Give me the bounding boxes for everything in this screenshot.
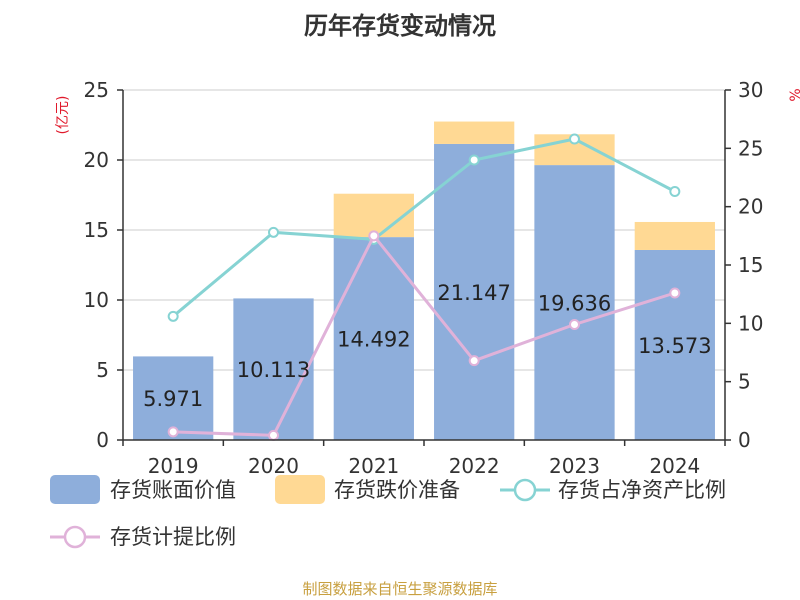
right-axis-tick-label: 30 bbox=[738, 78, 763, 102]
legend-swatch-reserve bbox=[275, 475, 325, 504]
right-axis-tick-label: 25 bbox=[738, 136, 763, 160]
left-axis-tick-label: 10 bbox=[84, 288, 109, 312]
line-net-asset-ratio bbox=[172, 137, 676, 318]
legend-marker-provision-ratio bbox=[63, 525, 87, 549]
bar-value-label: 19.636 bbox=[538, 292, 611, 316]
legend-label-net-asset-ratio: 存货占净资产比例 bbox=[558, 478, 726, 502]
bar-value-label: 13.573 bbox=[638, 334, 711, 358]
bar-book-value bbox=[534, 165, 615, 440]
point-net-asset-ratio bbox=[669, 186, 681, 197]
right-axis-unit-clipped: % bbox=[788, 88, 800, 101]
bar-reserve bbox=[634, 221, 715, 250]
x-axis-tick-label: 2023 bbox=[549, 454, 600, 478]
x-axis-tick-label: 2022 bbox=[449, 454, 500, 478]
point-provision-ratio bbox=[468, 355, 480, 367]
point-net-asset-ratio bbox=[167, 310, 179, 322]
bar-value-label: 5.971 bbox=[143, 387, 203, 411]
point-net-asset-ratio bbox=[268, 226, 279, 238]
bar-reserve bbox=[333, 193, 414, 238]
legend-item-book-value[interactable]: 存货账面价值 bbox=[50, 475, 236, 504]
bar-layer bbox=[133, 121, 715, 440]
label-layer: 5.971 10.113 14.492 21.147 19.636 13.573 bbox=[143, 281, 711, 411]
legend-marker-net-asset-ratio bbox=[513, 478, 537, 502]
x-axis-tick-label: 2021 bbox=[348, 454, 399, 478]
point-provision-ratio bbox=[167, 426, 179, 438]
bar-value-label: 14.492 bbox=[337, 328, 410, 352]
x-axis-tick-label: 2020 bbox=[248, 454, 299, 478]
legend-label-reserve: 存货跌价准备 bbox=[334, 478, 460, 502]
bar-book-value bbox=[634, 249, 715, 440]
point-provision-ratio bbox=[368, 230, 380, 242]
bar-value-label: 21.147 bbox=[437, 281, 510, 305]
bar-value-label: 10.113 bbox=[237, 358, 310, 382]
left-axis-tick-label: 0 bbox=[96, 428, 109, 452]
left-axis-tick-label: 25 bbox=[84, 78, 109, 102]
right-axis-tick-label: 5 bbox=[738, 370, 751, 394]
right-axis-tick-label: 10 bbox=[738, 311, 763, 335]
bar-reserve bbox=[434, 121, 515, 144]
point-provision-ratio bbox=[569, 319, 580, 330]
legend: 存货账面价值 存货跌价准备 存货占净资产比例 存货计提比例 bbox=[50, 475, 726, 549]
axis-layer: 0 5 10 15 20 25 0 5 10 15 20 25 30 2019 2020 2021 2022 20… bbox=[84, 78, 764, 478]
data-source: 制图数据来自恒生聚源数据库 bbox=[302, 580, 497, 598]
point-net-asset-ratio bbox=[468, 154, 480, 166]
line-provision-ratio bbox=[173, 233, 676, 437]
x-axis-tick-label: 2019 bbox=[148, 454, 199, 478]
legend-item-provision-ratio[interactable]: 存货计提比例 bbox=[50, 525, 236, 549]
legend-label-book-value: 存货账面价值 bbox=[110, 478, 236, 502]
chart-title: 历年存货变动情况 bbox=[304, 12, 496, 40]
x-axis-tick-label: 2024 bbox=[649, 454, 700, 478]
bar-book-value bbox=[434, 143, 515, 440]
left-axis-tick-label: 5 bbox=[96, 358, 109, 382]
right-axis-tick-label: 15 bbox=[738, 253, 763, 277]
left-axis-tick-label: 15 bbox=[84, 218, 109, 242]
right-axis-tick-label: 0 bbox=[738, 428, 751, 452]
legend-item-reserve[interactable]: 存货跌价准备 bbox=[275, 475, 460, 504]
point-net-asset-ratio bbox=[569, 133, 580, 145]
legend-label-provision-ratio: 存货计提比例 bbox=[110, 525, 236, 549]
bar-book-value bbox=[133, 356, 214, 440]
right-axis-tick-label: 20 bbox=[738, 195, 763, 219]
point-provision-ratio bbox=[268, 429, 279, 441]
legend-item-net-asset-ratio[interactable]: 存货占净资产比例 bbox=[500, 478, 726, 502]
legend-swatch-book-value bbox=[50, 475, 100, 504]
point-provision-ratio bbox=[669, 287, 681, 299]
bar-book-value bbox=[233, 298, 314, 440]
left-axis-unit: (亿元) bbox=[55, 96, 71, 135]
line-layer bbox=[167, 133, 681, 441]
left-axis-tick-label: 20 bbox=[84, 148, 109, 172]
